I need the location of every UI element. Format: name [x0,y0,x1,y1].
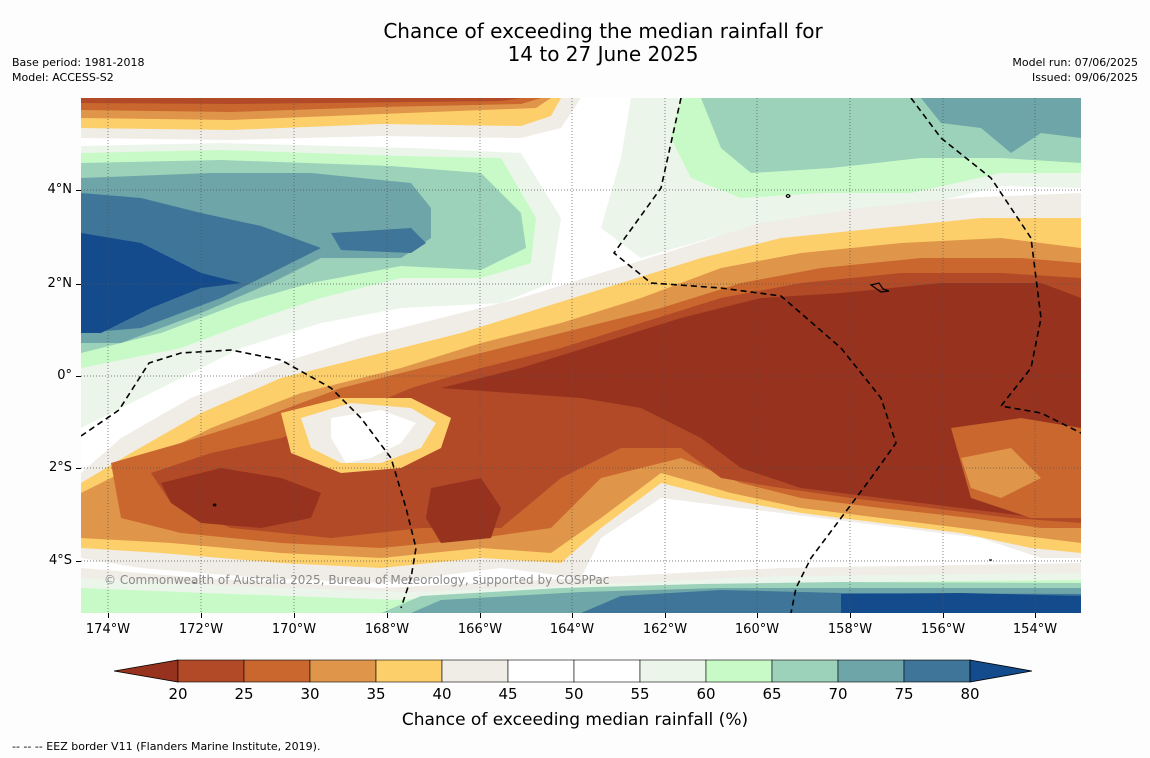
colorbar-segment [837,659,905,683]
meta-right: Model run: 07/06/2025 Issued: 09/06/2025 [1012,55,1138,85]
x-tick-label: 162°W [642,622,688,637]
grid-lines [81,98,1081,613]
colorbar-segment [903,659,971,683]
colorbar-tick-label: 55 [630,685,650,703]
x-tick-label: 172°W [178,622,224,637]
y-tick-label: 2°N [47,276,73,291]
colorbar-tick-label: 50 [564,685,584,703]
meta-left: Base period: 1981-2018 Model: ACCESS-S2 [12,55,144,85]
islands [193,193,992,584]
colorbar-tick-label: 65 [762,685,782,703]
band-north-wet-center [331,228,426,253]
band-pocket-50 [331,410,416,463]
colorbar-tick-label: 35 [366,685,386,703]
x-tick-label: 154°W [1012,622,1058,637]
colorbar-tick-label: 45 [498,685,518,703]
map-svg [81,98,1081,613]
colorbar-tick-label: 40 [432,685,452,703]
island-jarvis [869,282,890,293]
x-tick-mark [572,613,573,618]
colorbar [114,659,1033,683]
rainfall-map [81,98,1081,613]
y-tick-label: 4°S [48,553,72,568]
colorbar-tick-label: 20 [168,685,188,703]
eez-border-east [910,98,1081,434]
colorbar-segment [771,659,839,683]
x-tick-mark [108,613,109,618]
island-small-1 [212,503,217,507]
band-north-dry-20 [81,98,521,104]
colorbar-tick-label: 30 [300,685,320,703]
base-period: Base period: 1981-2018 [12,56,145,69]
band-dry-extreme [441,283,1081,518]
chart-title-line2: 14 to 27 June 2025 [507,42,699,66]
colorbar-tick-label: 70 [828,685,848,703]
band-south-wet-extreme [841,593,1081,613]
x-tick-mark [665,613,666,618]
eez-border-west [81,349,417,609]
x-tick-label: 160°W [734,622,780,637]
y-tick-label: 0° [57,368,72,383]
colorbar-arrow-low [114,659,179,683]
y-tick-mark [76,376,81,377]
colorbar-segment [309,659,377,683]
x-tick-mark [201,613,202,618]
band-east-pocket-35 [961,448,1041,498]
x-tick-mark [294,613,295,618]
y-tick-mark [76,468,81,469]
y-tick-mark [76,561,81,562]
issued-date: Issued: 09/06/2025 [1031,71,1138,84]
colorbar-tick-label: 75 [894,685,914,703]
x-tick-label: 168°W [364,622,410,637]
colorbar-arrow-high [969,659,1033,683]
colorbar-segment [177,659,245,683]
x-tick-label: 174°W [85,622,131,637]
colorbar-tick-label: 60 [696,685,716,703]
x-tick-label: 156°W [920,622,966,637]
x-tick-label: 158°W [827,622,873,637]
colorbar-title: Chance of exceeding median rainfall (%) [401,710,749,730]
x-tick-mark [480,613,481,618]
x-tick-mark [387,613,388,618]
x-tick-label: 166°W [457,622,503,637]
colorbar-segment [243,659,311,683]
eez-border-central [612,98,897,613]
colorbar-tick-label: 25 [234,685,254,703]
island-howland [785,193,791,199]
colorbar-segment [375,659,443,683]
colorbar-segment [573,659,641,683]
x-tick-mark [943,613,944,618]
model-run: Model run: 07/06/2025 [1012,56,1138,69]
colorbar-segment [441,659,509,683]
model-name: Model: ACCESS-S2 [12,71,114,84]
x-tick-label: 164°W [549,622,595,637]
eez-footnote: -- -- -- EEZ border V11 (Flanders Marine… [12,740,321,753]
chart-title-line1: Chance of exceeding the median rainfall … [383,19,823,43]
x-tick-mark [1035,613,1036,618]
copyright-notice: © Commonwealth of Australia 2025, Bureau… [104,573,610,587]
x-tick-mark [757,613,758,618]
eez-borders [81,98,1081,613]
band-dry-extreme-mid [426,478,501,543]
band-north-wet-extreme [81,233,241,333]
colorbar-segment [639,659,707,683]
y-tick-mark [76,190,81,191]
y-tick-mark [76,284,81,285]
y-tick-label: 4°N [47,182,73,197]
x-tick-label: 170°W [271,622,317,637]
x-tick-mark [850,613,851,618]
colorbar-tick-label: 80 [960,685,980,703]
y-tick-label: 2°S [48,460,72,475]
band-ne-wet-75 [921,98,1081,153]
colorbar-segment [705,659,773,683]
colorbar-segment [507,659,575,683]
